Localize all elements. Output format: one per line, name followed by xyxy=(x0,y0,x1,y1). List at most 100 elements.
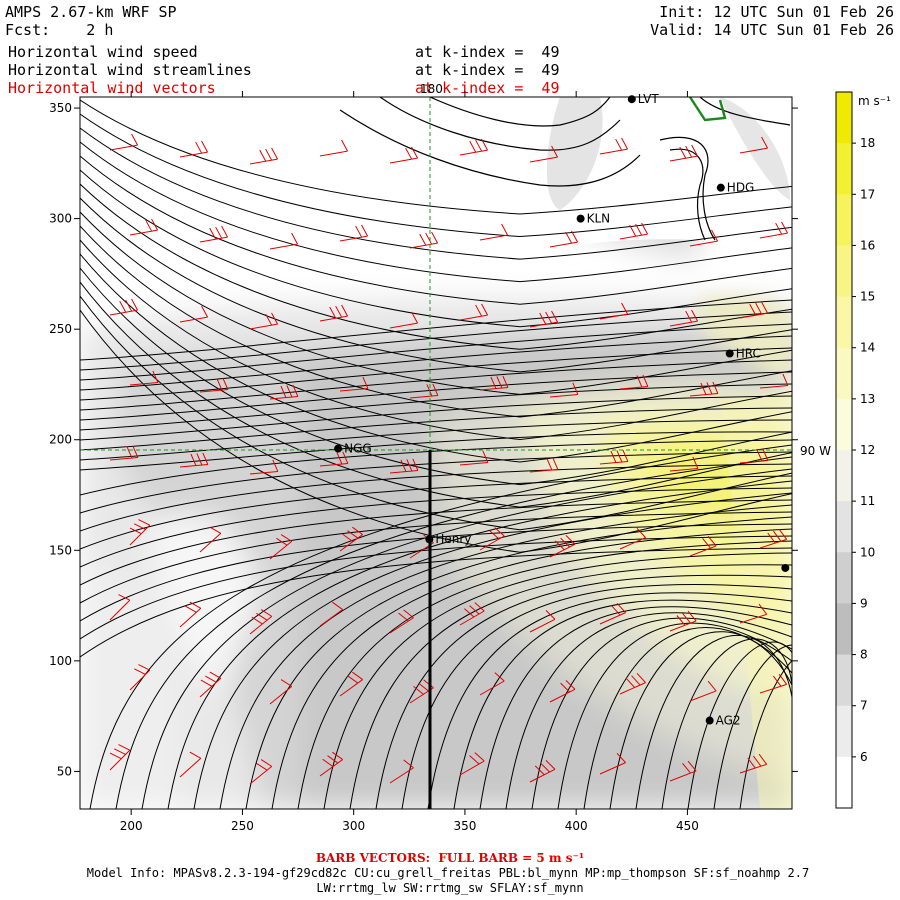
streamline xyxy=(80,395,792,441)
streamline xyxy=(167,480,792,809)
wind-barb xyxy=(529,310,559,328)
y-tick-label: 350 xyxy=(49,101,72,115)
wind-barb xyxy=(669,610,697,632)
colorbar-swatch xyxy=(836,501,852,553)
wind-barb xyxy=(389,458,419,474)
colorbar-label: 15 xyxy=(860,290,875,304)
x-tick-label: 400 xyxy=(565,819,588,833)
wind-barb xyxy=(739,603,768,624)
station-label: NGG xyxy=(344,442,372,456)
station-marker[interactable] xyxy=(334,444,343,453)
model-info-line2: LW:rrtmg_lw SW:rrtmg_sw SFLAY:sf_mynn xyxy=(316,881,584,895)
wind-barb xyxy=(599,137,629,155)
wind-barb xyxy=(479,223,509,241)
colorbar-label: 14 xyxy=(860,341,875,355)
station-marker[interactable] xyxy=(576,214,585,223)
wind-barb xyxy=(199,526,222,553)
streamline xyxy=(80,309,792,553)
station-marker[interactable] xyxy=(425,535,434,544)
wind-barbs xyxy=(109,133,789,785)
streamline xyxy=(80,127,792,260)
wind-barb xyxy=(249,147,279,165)
streamline xyxy=(271,528,792,809)
wind-barb xyxy=(479,527,505,551)
station-marker[interactable] xyxy=(725,349,734,358)
wind-barb xyxy=(689,535,717,557)
wind-barb xyxy=(389,311,419,329)
wind-barb xyxy=(249,459,279,475)
coastlines xyxy=(339,97,791,241)
station-label: LVT xyxy=(638,92,660,106)
wind-barb xyxy=(199,225,229,243)
streamline xyxy=(80,547,792,658)
colorbar-label: 12 xyxy=(860,443,875,457)
field-name-streamlines: Horizontal wind streamlines xyxy=(8,61,252,79)
streamline xyxy=(80,439,792,496)
streamline xyxy=(80,359,792,411)
streamline xyxy=(80,311,792,371)
wind-barb xyxy=(529,457,559,473)
colorbar-swatch xyxy=(836,654,852,707)
station-marker[interactable] xyxy=(716,183,725,192)
streamline xyxy=(80,383,792,431)
field-level-vectors: at k-index = 49 xyxy=(415,79,560,97)
streamline xyxy=(80,523,792,622)
wind-barb xyxy=(269,534,293,560)
streamline xyxy=(80,431,792,471)
colorbar-swatch xyxy=(836,194,852,246)
colorbar-swatch xyxy=(836,756,852,809)
wind-barb xyxy=(409,231,439,249)
station-marker[interactable] xyxy=(705,716,714,725)
streamline xyxy=(245,516,792,809)
y-tick-label: 300 xyxy=(49,212,72,226)
wind-barb xyxy=(459,752,485,776)
x-axis: 200 250 300 350 400 450 xyxy=(120,91,699,833)
colorbar-swatch xyxy=(836,705,852,758)
field-name-vectors: Horizontal wind vectors xyxy=(8,79,216,97)
stations: LVT HDG KLN HRC NGG Henry AG2 xyxy=(334,92,790,728)
colorbar-label: 10 xyxy=(860,545,875,559)
colorbar-label: 18 xyxy=(860,136,875,150)
wind-barb xyxy=(269,384,299,400)
streamline xyxy=(80,475,792,550)
wind-barb xyxy=(549,382,579,398)
streamline xyxy=(80,347,792,401)
forecast-label: Fcst: 2 h xyxy=(5,21,113,39)
streamline xyxy=(80,99,792,215)
station-marker[interactable] xyxy=(781,563,790,572)
streamline xyxy=(80,211,792,395)
wind-barb xyxy=(599,602,626,625)
wind-barb xyxy=(459,450,489,466)
wind-barb xyxy=(129,218,159,236)
wind-barb xyxy=(339,224,369,242)
colorbar-label: 13 xyxy=(860,392,875,406)
y-tick-label: 100 xyxy=(49,654,72,668)
wind-barb xyxy=(179,140,209,158)
wind-barb xyxy=(619,527,646,550)
streamline xyxy=(661,638,792,809)
station-marker[interactable] xyxy=(627,95,636,104)
wind-barb xyxy=(319,451,349,467)
wind-barb xyxy=(179,452,209,468)
streamlines xyxy=(80,99,792,809)
streamline xyxy=(80,451,792,514)
wind-barb xyxy=(669,309,699,327)
streamline xyxy=(80,535,792,640)
barb-legend: BARB VECTORS: FULL BARB = 5 m s⁻¹ xyxy=(0,851,900,866)
wind-barb xyxy=(269,232,299,250)
wind-barb xyxy=(479,375,509,391)
streamline xyxy=(80,511,792,604)
x-tick-label: 250 xyxy=(231,819,254,833)
streamline xyxy=(427,592,792,809)
streamline xyxy=(80,487,792,568)
wind-barb xyxy=(199,377,229,393)
barb-legend-text: BARB VECTORS: FULL BARB = 5 m s⁻¹ xyxy=(315,851,585,865)
parallel-label: 90 W xyxy=(800,444,831,458)
model-info: Model Info: MPASv8.2.3-194-gf29cd82c CU:… xyxy=(86,866,810,880)
wind-barb xyxy=(529,760,556,783)
colorbar-swatch xyxy=(836,603,852,656)
streamline xyxy=(531,617,792,809)
init-time: Init: 12 UTC Sun 01 Feb 26 xyxy=(659,3,894,21)
wind-barb xyxy=(319,751,343,777)
wind-barb xyxy=(179,601,202,628)
